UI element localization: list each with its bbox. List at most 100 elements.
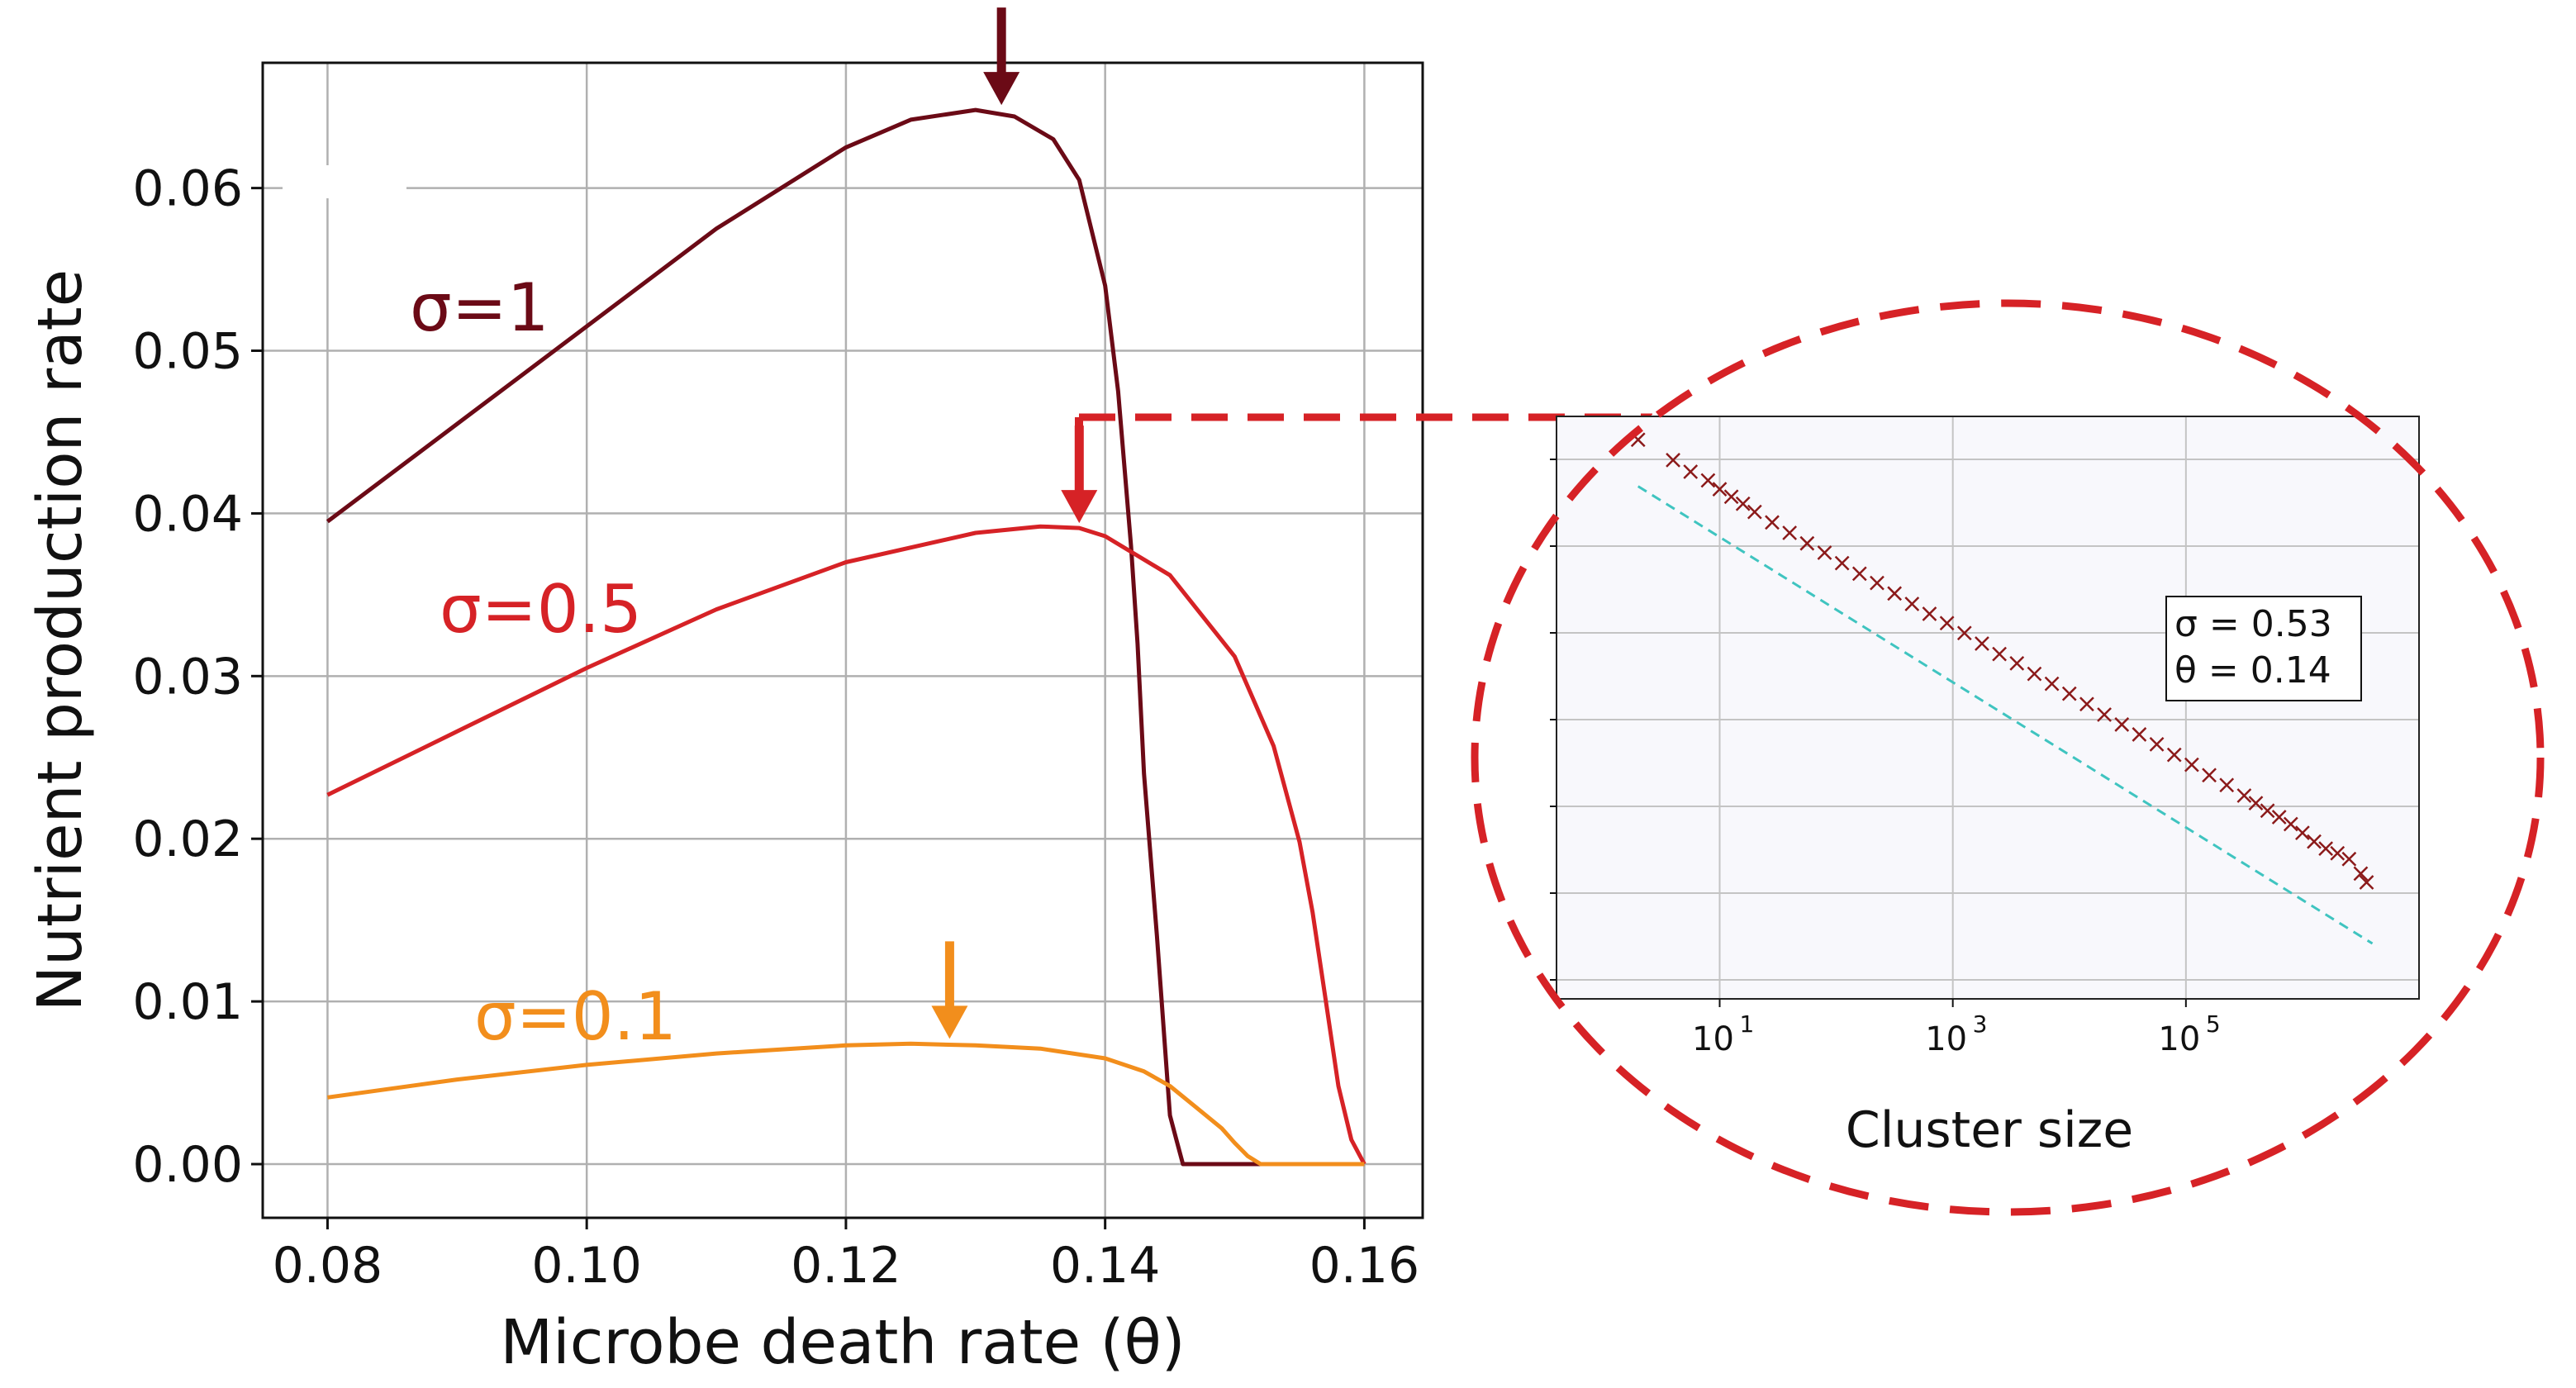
inset-data-marker bbox=[1747, 504, 1762, 520]
inset-data-marker bbox=[2341, 851, 2357, 867]
inset-data-marker bbox=[2132, 727, 2147, 742]
inset-data-marker bbox=[2353, 866, 2369, 882]
inset-data-marker bbox=[1817, 545, 1832, 560]
inset-data-marker bbox=[1956, 625, 1972, 641]
inset-marker-stroke bbox=[2184, 757, 2199, 772]
inset-marker-stroke bbox=[2061, 686, 2077, 701]
inset-plot-frame bbox=[1556, 416, 2420, 1000]
inset-data-marker bbox=[1851, 566, 1867, 582]
inset-marker-stroke bbox=[2097, 707, 2112, 722]
peak-arrow-head bbox=[931, 1005, 968, 1039]
x-axis-label: Microbe death rate (θ) bbox=[500, 1307, 1185, 1378]
parameters-box: σ = 0.53 θ = 0.14 bbox=[2165, 596, 2362, 701]
series-label-sigma-0-5: σ=0.5 bbox=[440, 571, 642, 648]
inset-marker-stroke bbox=[1723, 489, 1739, 505]
inset-marker-stroke bbox=[2295, 825, 2310, 840]
inset-data-marker bbox=[2219, 777, 2235, 793]
parameter-theta: θ = 0.14 bbox=[2174, 649, 2331, 692]
inset-marker-stroke bbox=[2114, 717, 2130, 732]
inset-data-marker bbox=[1683, 464, 1699, 479]
inset-marker-stroke bbox=[2132, 727, 2147, 742]
inset-marker-stroke bbox=[2149, 737, 2165, 752]
main-ticks: 0.08 0.10 0.12 0.14 0.16 0.00 0.01 0.02 0.03 0.04… bbox=[132, 160, 1419, 1295]
inset-marker-stroke bbox=[2202, 768, 2217, 783]
inset-marker-stroke bbox=[1765, 515, 1780, 530]
inset-marker-stroke bbox=[1782, 525, 1798, 540]
inset-data-marker bbox=[2166, 747, 2182, 763]
inset-data-marker bbox=[1666, 452, 1680, 468]
inset-data-marker bbox=[2307, 834, 2322, 849]
inset-marker-stroke bbox=[1870, 575, 1884, 591]
y-tick-label: 0.03 bbox=[132, 648, 243, 706]
y-tick-label: 0.00 bbox=[132, 1136, 243, 1194]
inset-data-marker bbox=[2359, 875, 2374, 890]
inset-marker-stroke bbox=[2260, 803, 2275, 819]
series-label-sigma-1: σ=1 bbox=[410, 269, 549, 346]
inset-marker-stroke bbox=[1799, 535, 1815, 551]
inset-data-marker bbox=[1700, 473, 1716, 488]
inset-data-marker bbox=[2184, 757, 2199, 772]
x-tick-label: 0.12 bbox=[791, 1237, 901, 1295]
inset-data-marker bbox=[2009, 656, 2025, 671]
series-line-sigma-0-5 bbox=[326, 524, 1366, 1166]
inset-x-tick-exponent: 1 bbox=[1740, 1010, 1755, 1038]
inset-marker-stroke bbox=[1683, 464, 1699, 479]
inset-data-marker bbox=[1765, 515, 1780, 530]
inset-marker-stroke bbox=[1975, 636, 1989, 651]
inset-x-tick-exponent: 3 bbox=[1973, 1010, 1988, 1038]
main-plot-frame bbox=[261, 61, 1424, 1219]
inset-data-marker bbox=[2114, 717, 2130, 732]
inset-data-marker bbox=[2202, 768, 2217, 783]
inset-data-marker bbox=[1723, 489, 1739, 505]
inset-data-marker bbox=[2044, 676, 2060, 692]
inset-data-marker bbox=[1870, 575, 1884, 591]
inset-marker-stroke bbox=[1939, 616, 1955, 631]
parameters-box-frame bbox=[2165, 596, 2362, 701]
inset-marker-stroke bbox=[2009, 656, 2025, 671]
inset-marker-stroke bbox=[1922, 606, 1937, 621]
inset-data-marker bbox=[2271, 810, 2287, 825]
inset-x-tick-label: 10 bbox=[1692, 1020, 1734, 1058]
inset-x-tick-exponent: 5 bbox=[2206, 1010, 2221, 1038]
inset-data-marker bbox=[1834, 555, 1850, 571]
inset-power-law-fit-line bbox=[1637, 485, 2374, 945]
inset-data-marker bbox=[2295, 825, 2310, 840]
inset-marker-stroke bbox=[2353, 866, 2369, 882]
inset-chart: 10 1 10 3 10 5 σ = 0.53 θ = 0.14 Cluster size bbox=[1469, 299, 2545, 1216]
inset-data-marker bbox=[2149, 737, 2165, 752]
series-label-sigma-0-1: σ=0.1 bbox=[474, 978, 677, 1055]
inset-marker-stroke bbox=[1887, 586, 1903, 601]
inset-marker-stroke bbox=[2271, 810, 2287, 825]
inset-data-marker bbox=[1939, 616, 1955, 631]
y-tick-label: 0.06 bbox=[132, 160, 243, 218]
inset-marker-stroke bbox=[1992, 646, 2007, 662]
inset-marker-stroke bbox=[2079, 696, 2094, 712]
inset-marker-stroke bbox=[2307, 834, 2322, 849]
inset-data-marker bbox=[2318, 841, 2334, 856]
inset-data-marker bbox=[1992, 646, 2007, 662]
parameter-sigma: σ = 0.53 bbox=[2174, 603, 2332, 645]
inset-ticks: 10 1 10 3 10 5 bbox=[1550, 459, 2221, 1058]
inset-marker-stroke bbox=[1700, 473, 1716, 488]
inset-marker-stroke bbox=[2359, 875, 2374, 890]
inset-x-tick-label: 10 bbox=[2158, 1020, 2200, 1058]
inset-marker-stroke bbox=[1851, 566, 1867, 582]
inset-marker-stroke bbox=[1630, 432, 1646, 448]
inset-data-marker bbox=[2061, 686, 2077, 701]
main-grid bbox=[263, 63, 1423, 1218]
main-plot-background bbox=[263, 63, 1423, 1218]
inset-data-marker bbox=[2248, 796, 2264, 811]
y-tick-label: 0.02 bbox=[132, 810, 243, 868]
inset-marker-stroke bbox=[1735, 496, 1751, 511]
inset-marker-stroke bbox=[2283, 816, 2298, 832]
inset-data-marker bbox=[2330, 845, 2345, 861]
y-axis-label: Nutrient production rate bbox=[25, 269, 96, 1011]
inset-marker-stroke bbox=[1904, 597, 1920, 611]
inset-marker-stroke bbox=[2236, 788, 2252, 803]
inset-marker-stroke bbox=[2166, 747, 2182, 763]
inset-grid bbox=[1557, 416, 2419, 999]
inset-marker-stroke bbox=[1817, 545, 1832, 560]
main-series-group bbox=[326, 107, 1366, 1167]
inset-marker-stroke bbox=[1747, 504, 1762, 520]
